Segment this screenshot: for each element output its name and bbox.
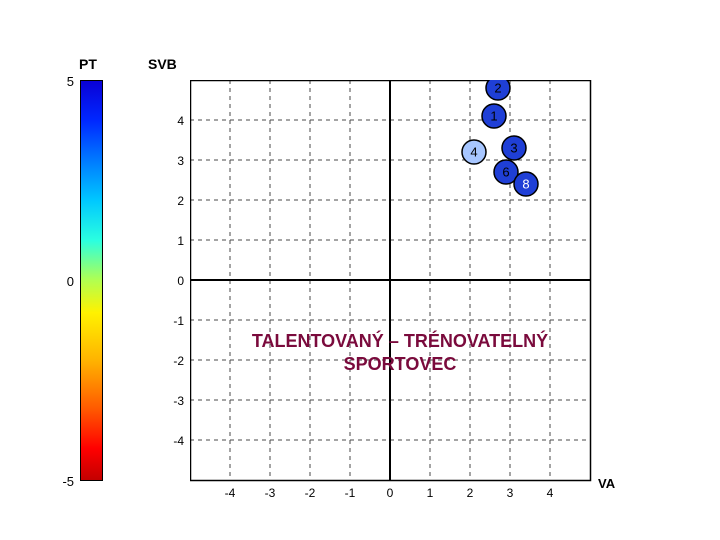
svg-text:4: 4 [470, 145, 477, 160]
y-tick: 2 [156, 194, 184, 208]
svg-text:3: 3 [510, 141, 517, 156]
figure-root: PT SVB VA 214368 TALENTOVANÝ – TRÉNOVATE… [0, 0, 720, 540]
y-tick: -1 [156, 314, 184, 328]
scatter-chart: 2 1 4 368 [190, 80, 592, 482]
x-tick: -2 [295, 486, 325, 500]
y-tick: 0 [156, 274, 184, 288]
y-tick: -2 [156, 354, 184, 368]
annotation-text: TALENTOVANÝ – TRÉNOVATELNÝ SPORTOVEC [220, 330, 580, 375]
svg-text:8: 8 [522, 177, 529, 192]
y-axis-label: SVB [148, 56, 177, 72]
y-tick: -4 [156, 434, 184, 448]
x-tick: -1 [335, 486, 365, 500]
colorbar-tick: 0 [34, 274, 74, 289]
y-tick: 3 [156, 154, 184, 168]
annotation-line2: SPORTOVEC [344, 354, 457, 374]
x-tick: 0 [375, 486, 405, 500]
data-point: 1 [482, 104, 506, 128]
colorbar-tick: 5 [34, 74, 74, 89]
colorbar-tick: -5 [34, 474, 74, 489]
y-tick: -3 [156, 394, 184, 408]
data-point: 2 [486, 80, 510, 100]
data-point: 4 [462, 140, 486, 164]
data-point: 8 [514, 172, 538, 196]
x-tick: 3 [495, 486, 525, 500]
data-point: 3 [502, 136, 526, 160]
y-tick: 4 [156, 114, 184, 128]
svg-text:2: 2 [494, 81, 501, 96]
x-tick: -4 [215, 486, 245, 500]
svg-text:6: 6 [502, 165, 509, 180]
colorbar-title: PT [79, 56, 97, 72]
x-axis-label: VA [598, 476, 615, 491]
colorbar [80, 80, 104, 482]
x-tick: 1 [415, 486, 445, 500]
y-tick: 1 [156, 234, 184, 248]
x-tick: 2 [455, 486, 485, 500]
x-tick: -3 [255, 486, 285, 500]
annotation-line1: TALENTOVANÝ – TRÉNOVATELNÝ [252, 331, 548, 351]
svg-text:1: 1 [490, 109, 497, 124]
x-tick: 4 [535, 486, 565, 500]
